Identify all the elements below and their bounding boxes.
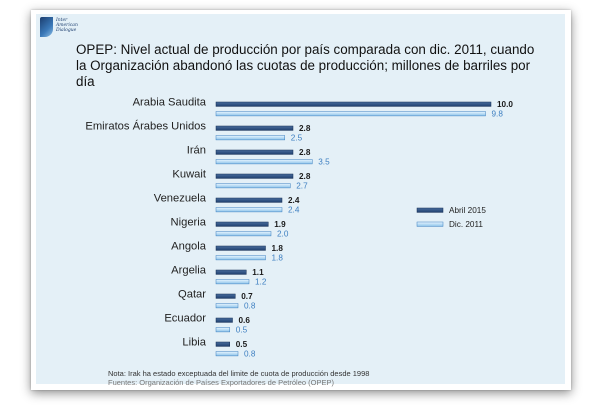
category-label-9: Ecuador xyxy=(164,313,206,325)
bar-1-2 xyxy=(215,159,313,165)
bar-1-9 xyxy=(215,327,230,333)
data-label-0-8: 0.7 xyxy=(241,292,253,301)
bar-1-8 xyxy=(215,303,239,309)
bar-0-10 xyxy=(215,341,230,347)
category-label-6: Angola xyxy=(171,241,207,253)
data-label-0-10: 0.5 xyxy=(236,340,248,349)
category-label-3: Kuwait xyxy=(172,169,206,181)
data-label-1-1: 2.5 xyxy=(291,134,303,143)
legend-swatch-0 xyxy=(416,207,444,213)
data-label-1-3: 2.7 xyxy=(296,182,308,191)
bar-0-6 xyxy=(215,245,266,251)
chart-title-line: día xyxy=(76,74,95,89)
chart-card: Inter American Dialogue OPEP: Nivel actu… xyxy=(31,10,571,390)
legend-label-0: Abril 2015 xyxy=(449,206,486,215)
data-label-1-2: 3.5 xyxy=(318,158,330,167)
footnote: Nota: Irak ha estado exceptuada del limi… xyxy=(108,369,370,378)
data-label-0-6: 1.8 xyxy=(272,244,284,253)
data-label-0-1: 2.8 xyxy=(299,124,311,133)
data-label-1-8: 0.8 xyxy=(244,302,256,311)
legend-swatch-1 xyxy=(416,221,444,227)
bar-1-1 xyxy=(215,135,285,141)
category-label-4: Venezuela xyxy=(154,193,207,205)
data-label-1-5: 2.0 xyxy=(277,230,289,239)
bar-0-3 xyxy=(215,173,294,179)
bar-0-7 xyxy=(215,269,247,275)
chart-panel: Inter American Dialogue OPEP: Nivel actu… xyxy=(36,14,565,387)
chart-title-line: OPEP: Nivel actual de producción por paí… xyxy=(76,42,535,57)
bar-0-4 xyxy=(215,197,283,203)
bar-1-5 xyxy=(215,231,272,237)
data-label-1-6: 1.8 xyxy=(272,254,284,263)
category-label-5: Nigeria xyxy=(171,217,207,229)
data-label-1-7: 1.2 xyxy=(255,278,267,287)
data-label-1-9: 0.5 xyxy=(236,326,248,335)
chart-title: OPEP: Nivel actual de producción por paí… xyxy=(76,42,556,90)
data-label-0-5: 1.9 xyxy=(274,220,286,229)
data-label-0-3: 2.8 xyxy=(299,172,311,181)
bar-0-0 xyxy=(215,101,492,107)
bar-0-2 xyxy=(215,149,294,155)
bar-1-6 xyxy=(215,255,266,261)
logo: Inter American Dialogue xyxy=(40,17,80,39)
bar-1-0 xyxy=(215,111,486,117)
legend-label-1: Dic. 2011 xyxy=(449,220,483,229)
data-label-1-4: 2.4 xyxy=(288,206,300,215)
data-label-0-9: 0.6 xyxy=(239,316,251,325)
category-label-1: Emiratos Árabes Unidos xyxy=(85,120,206,133)
source-note: Fuentes: Organización de Países Exportad… xyxy=(108,378,334,387)
data-label-0-7: 1.1 xyxy=(252,268,264,277)
data-label-1-0: 9.8 xyxy=(492,110,504,119)
data-label-1-10: 0.8 xyxy=(244,350,256,359)
category-label-10: Libia xyxy=(182,337,206,349)
bar-0-9 xyxy=(215,317,233,323)
bar-1-4 xyxy=(215,207,283,213)
chart-title-line: la Organización abandonó las cuotas de p… xyxy=(76,58,531,73)
logo-icon xyxy=(40,17,53,37)
category-label-8: Qatar xyxy=(178,289,206,301)
data-label-0-0: 10.0 xyxy=(497,100,513,109)
bar-0-8 xyxy=(215,293,236,299)
data-label-0-4: 2.4 xyxy=(288,196,300,205)
data-label-0-2: 2.8 xyxy=(299,148,311,157)
bar-1-7 xyxy=(215,279,250,285)
bar-1-10 xyxy=(215,351,239,357)
logo-wordmark: Inter American Dialogue xyxy=(56,18,78,33)
bar-chart: Arabia Saudita 10.09.8 Emiratos Árabes Uni… xyxy=(85,97,513,359)
category-label-2: Irán xyxy=(187,145,206,157)
bar-0-1 xyxy=(215,125,294,131)
bar-1-3 xyxy=(215,183,291,189)
bar-0-5 xyxy=(215,221,269,227)
category-label-0: Arabia Saudita xyxy=(133,97,207,109)
category-label-7: Argelia xyxy=(171,265,207,277)
